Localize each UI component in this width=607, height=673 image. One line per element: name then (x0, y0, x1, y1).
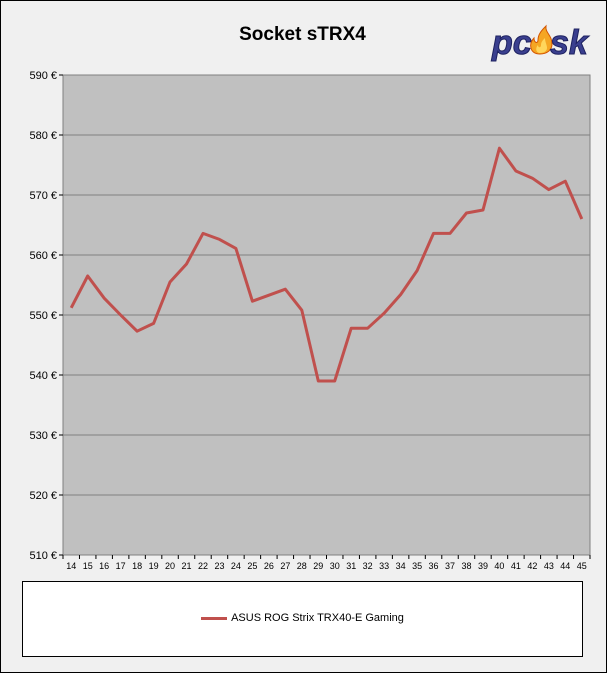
x-tick-label: 29 (313, 561, 323, 571)
x-tick-label: 36 (429, 561, 439, 571)
x-tick-label: 39 (478, 561, 488, 571)
y-tick-label: 570 € (29, 190, 57, 202)
chart-title: Socket sTRX4 (239, 24, 366, 45)
legend: ASUS ROG Strix TRX40-E Gaming (22, 581, 583, 657)
x-tick-label: 35 (412, 561, 422, 571)
x-tick-label: 24 (231, 561, 241, 571)
legend-entry: ASUS ROG Strix TRX40-E Gaming (23, 612, 582, 624)
x-tick-label: 28 (297, 561, 307, 571)
legend-label: ASUS ROG Strix TRX40-E Gaming (231, 612, 404, 624)
x-tick-label: 34 (396, 561, 406, 571)
x-tick-label: 31 (346, 561, 356, 571)
x-tick-label: 43 (544, 561, 554, 571)
y-tick-label: 560 € (29, 250, 57, 262)
y-tick-label: 580 € (29, 130, 57, 142)
x-tick-label: 37 (445, 561, 455, 571)
x-tick-label: 42 (527, 561, 537, 571)
x-tick-label: 19 (149, 561, 159, 571)
x-tick-label: 15 (83, 561, 93, 571)
x-tick-label: 27 (280, 561, 290, 571)
y-tick-label: 520 € (29, 490, 57, 502)
x-tick-label: 41 (511, 561, 521, 571)
x-tick-label: 26 (264, 561, 274, 571)
x-tick-label: 22 (198, 561, 208, 571)
svg-text:pc: pc (491, 24, 532, 62)
series-group (69, 146, 584, 383)
x-tick-label: 18 (132, 561, 142, 571)
series-line (69, 146, 584, 383)
y-axis-ticks: 510 € 520 € 530 € 540 € 550 € 560 € 570 € 580 €… (29, 70, 63, 562)
x-tick-label: 25 (247, 561, 257, 571)
line-chart: 510 € 520 € 530 € 540 € 550 € 560 € 570 € 580 €… (29, 70, 591, 571)
x-tick-label: 14 (66, 561, 76, 571)
x-tick-label: 40 (494, 561, 504, 571)
pcosk-logo: pc sk (491, 24, 591, 63)
x-tick-label: 17 (116, 561, 126, 571)
x-tick-label: 21 (182, 561, 192, 571)
x-tick-label: 33 (379, 561, 389, 571)
legend-swatch (201, 616, 228, 620)
gridlines (63, 134, 590, 496)
y-tick-label: 550 € (29, 310, 57, 322)
x-tick-label: 32 (363, 561, 373, 571)
x-tick-label: 20 (165, 561, 175, 571)
x-axis-ticks: 14 15 16 17 18 19 20 21 22 23 24 25 26 27 28 29 30 31 32 33… (62, 555, 591, 571)
x-tick-label: 30 (330, 561, 340, 571)
y-tick-label: 530 € (29, 430, 57, 442)
y-tick-label: 590 € (29, 70, 57, 82)
x-tick-label: 44 (560, 561, 570, 571)
x-tick-label: 38 (461, 561, 471, 571)
y-tick-label: 540 € (29, 370, 57, 382)
svg-text:sk: sk (550, 24, 590, 62)
x-tick-label: 45 (577, 561, 587, 571)
x-tick-label: 16 (99, 561, 109, 571)
y-tick-label: 510 € (29, 550, 57, 562)
x-tick-label: 23 (214, 561, 224, 571)
